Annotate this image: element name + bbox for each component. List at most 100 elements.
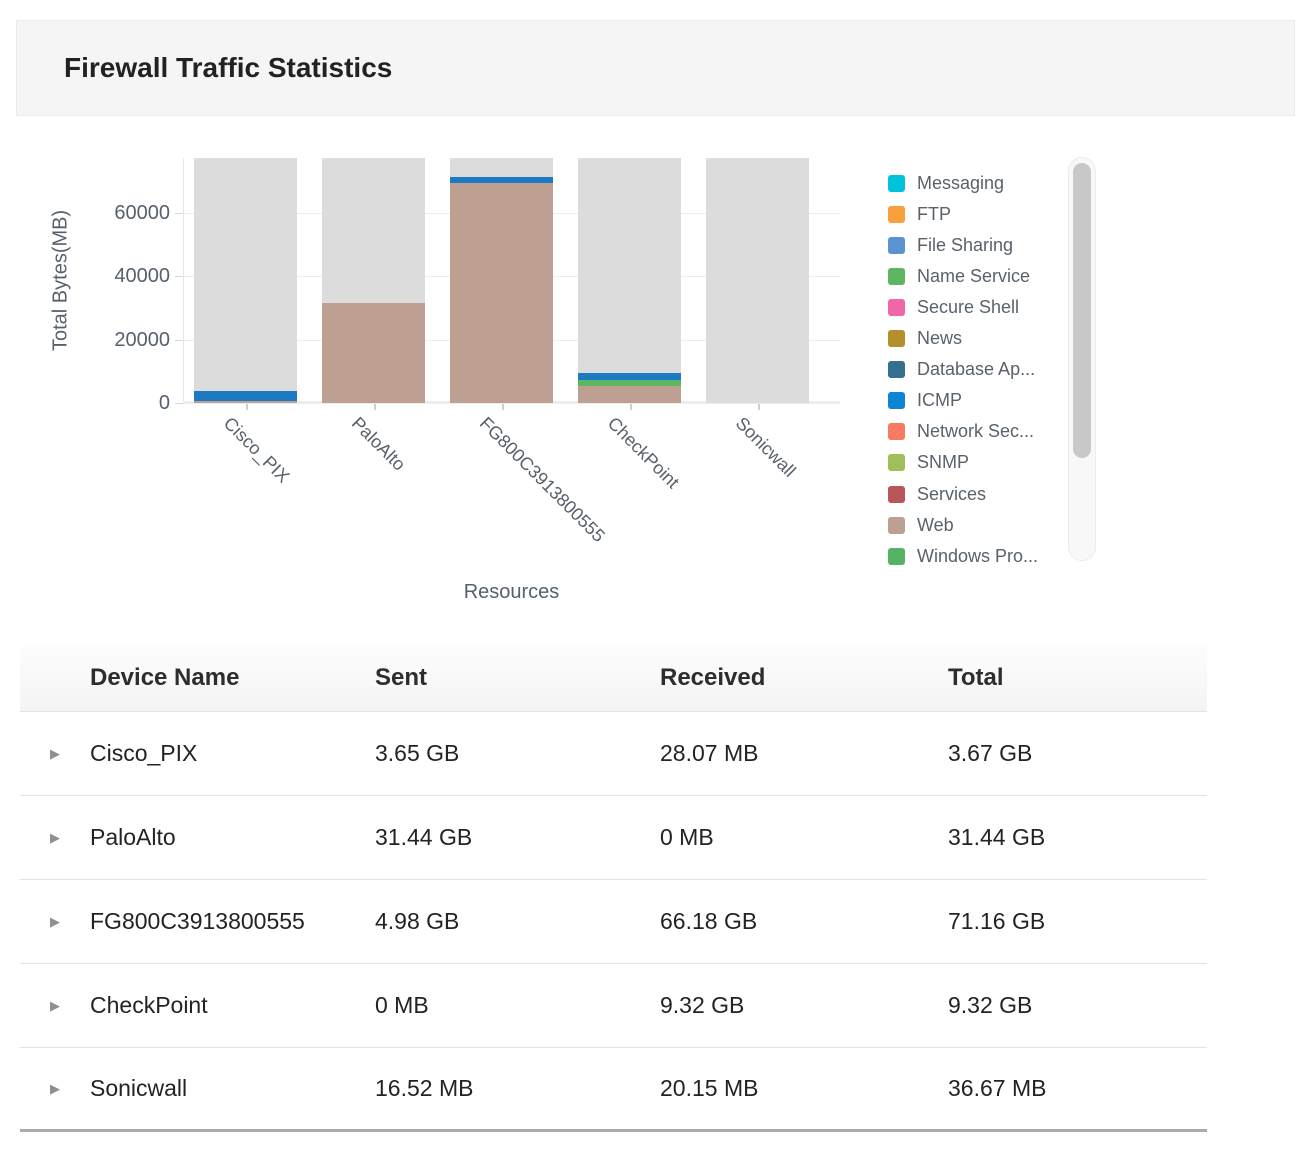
legend-item[interactable]: ICMP [888, 388, 962, 414]
legend-swatch [888, 423, 905, 441]
legend-swatch [888, 485, 905, 503]
sent-cell: 31.44 GB [375, 824, 473, 850]
bar-track [194, 158, 297, 403]
total-cell: 71.16 GB [948, 908, 1046, 934]
x-axis-label: PaloAlto [347, 413, 409, 475]
received-cell: 66.18 GB [660, 908, 758, 934]
device-name: FG800C3913800555 [90, 908, 305, 934]
sent-cell: 4.98 GB [375, 908, 460, 934]
legend-item[interactable]: FTP [888, 201, 951, 227]
col-header-sent: Sent [375, 664, 428, 691]
table-body: ▶ Cisco_PIX 3.65 GB 28.07 MB 3.67 GB ▶ PaloAlt… [20, 712, 1207, 1132]
x-tick-mark [501, 404, 504, 410]
x-tick-mark [373, 404, 376, 410]
bar-segment-icmp[interactable] [450, 177, 553, 184]
total-cell: 31.44 GB [948, 824, 1046, 850]
received-cell: 20.15 MB [660, 1075, 759, 1101]
legend-item[interactable]: Windows Pro... [888, 543, 1038, 569]
legend-item[interactable]: Web [888, 512, 954, 538]
legend-swatch [888, 174, 905, 192]
legend-swatch [888, 454, 905, 472]
expand-arrow-icon[interactable]: ▶ [50, 746, 60, 761]
legend-label: File Sharing [917, 234, 1014, 255]
y-tick-mark [175, 403, 183, 404]
expand-arrow-icon[interactable]: ▶ [50, 914, 60, 929]
expand-cell: ▶ [20, 999, 90, 1012]
bar-track [706, 158, 809, 403]
col-header-device-name: Device Name [90, 664, 240, 691]
x-tick-mark [245, 404, 248, 410]
bar-segment-web[interactable] [194, 400, 297, 403]
expand-arrow-icon[interactable]: ▶ [50, 998, 60, 1013]
expand-arrow-icon[interactable]: ▶ [50, 1081, 60, 1096]
col-header-total: Total [948, 664, 1004, 691]
widget-header: Firewall Traffic Statistics [16, 20, 1295, 116]
page-title: Firewall Traffic Statistics [64, 52, 393, 83]
legend-scrollbar-thumb[interactable] [1073, 163, 1091, 458]
legend-label: Network Sec... [917, 421, 1035, 442]
legend-item[interactable]: Name Service [888, 263, 1030, 289]
device-name-cell: PaloAlto [90, 815, 375, 860]
table-header-row: Device Name Sent Received Total [20, 645, 1207, 712]
sent-cell: 16.52 MB [375, 1075, 474, 1101]
x-axis-label: Sonicwall [731, 413, 800, 481]
legend-label: Database Ap... [917, 359, 1036, 380]
legend-item[interactable]: News [888, 326, 962, 352]
bar-segment-web[interactable] [322, 303, 425, 403]
legend-item[interactable]: Messaging [888, 170, 1004, 196]
legend-item[interactable]: SNMP [888, 450, 969, 476]
legend-label: News [917, 328, 963, 348]
table-row: ▶ CheckPoint 0 MB 9.32 GB 9.32 GB [20, 964, 1207, 1048]
total-cell: 36.67 MB [948, 1075, 1047, 1101]
y-tick-mark [175, 276, 183, 278]
legend-swatch [888, 205, 905, 223]
expand-arrow-icon[interactable]: ▶ [50, 830, 60, 845]
traffic-stacked-bar-chart: Total Bytes(MB) Resources Messaging FTP Fi… [49, 157, 1096, 603]
legend-label: Secure Shell [917, 296, 1020, 317]
table-row: ▶ Cisco_PIX 3.65 GB 28.07 MB 3.67 GB [20, 712, 1207, 796]
legend-item[interactable]: Services [888, 481, 986, 507]
table-row: ▶ Sonicwall 16.52 MB 20.15 MB 36.67 MB [20, 1048, 1207, 1132]
sent-cell: 0 MB [375, 992, 429, 1018]
y-axis-title: Total Bytes(MB) [49, 209, 72, 352]
legend-swatch [888, 361, 905, 379]
y-grid-line [183, 403, 840, 404]
y-tick-label: 60000 [114, 201, 170, 224]
expand-cell: ▶ [20, 1082, 90, 1095]
device-traffic-table: Device Name Sent Received Total ▶ Cisco_P… [20, 645, 1207, 1132]
total-cell: 9.32 GB [948, 992, 1033, 1018]
legend-item[interactable]: File Sharing [888, 232, 1013, 258]
device-name-cell: Sonicwall [90, 1066, 375, 1111]
legend-swatch [888, 547, 905, 565]
bar-segment-web[interactable] [578, 385, 681, 403]
bar-segment-web[interactable] [450, 183, 553, 403]
legend-item[interactable]: Secure Shell [888, 294, 1019, 320]
bar-track [578, 158, 681, 403]
table-row: ▶ PaloAlto 31.44 GB 0 MB 31.44 GB [20, 796, 1207, 880]
legend-item[interactable]: Network Sec... [888, 419, 1034, 445]
legend-swatch [888, 392, 905, 410]
bar-segment-icmp[interactable] [578, 373, 681, 381]
device-name: Cisco_PIX [90, 740, 198, 766]
x-axis-title: Resources [463, 581, 560, 603]
legend-item[interactable]: Database Ap... [888, 357, 1035, 383]
sent-cell: 3.65 GB [375, 740, 460, 766]
legend-label: Windows Pro... [917, 545, 1039, 566]
legend-swatch [888, 236, 905, 254]
device-name: PaloAlto [90, 824, 176, 850]
bar-segment-name-service[interactable] [578, 380, 681, 386]
x-tick-mark [757, 404, 760, 410]
legend-label: ICMP [917, 390, 962, 411]
col-header-received: Received [660, 664, 766, 691]
x-axis-label: CheckPoint [603, 413, 683, 493]
x-axis-label: Cisco_PIX [219, 413, 293, 487]
legend-label: Messaging [917, 172, 1005, 193]
y-tick-label: 0 [158, 392, 170, 414]
received-cell: 0 MB [660, 824, 714, 850]
bar-segment-icmp[interactable] [194, 391, 297, 401]
legend-swatch [888, 298, 905, 316]
total-cell: 3.67 GB [948, 740, 1033, 766]
legend-label: FTP [917, 203, 951, 224]
y-tick-mark [175, 339, 183, 341]
